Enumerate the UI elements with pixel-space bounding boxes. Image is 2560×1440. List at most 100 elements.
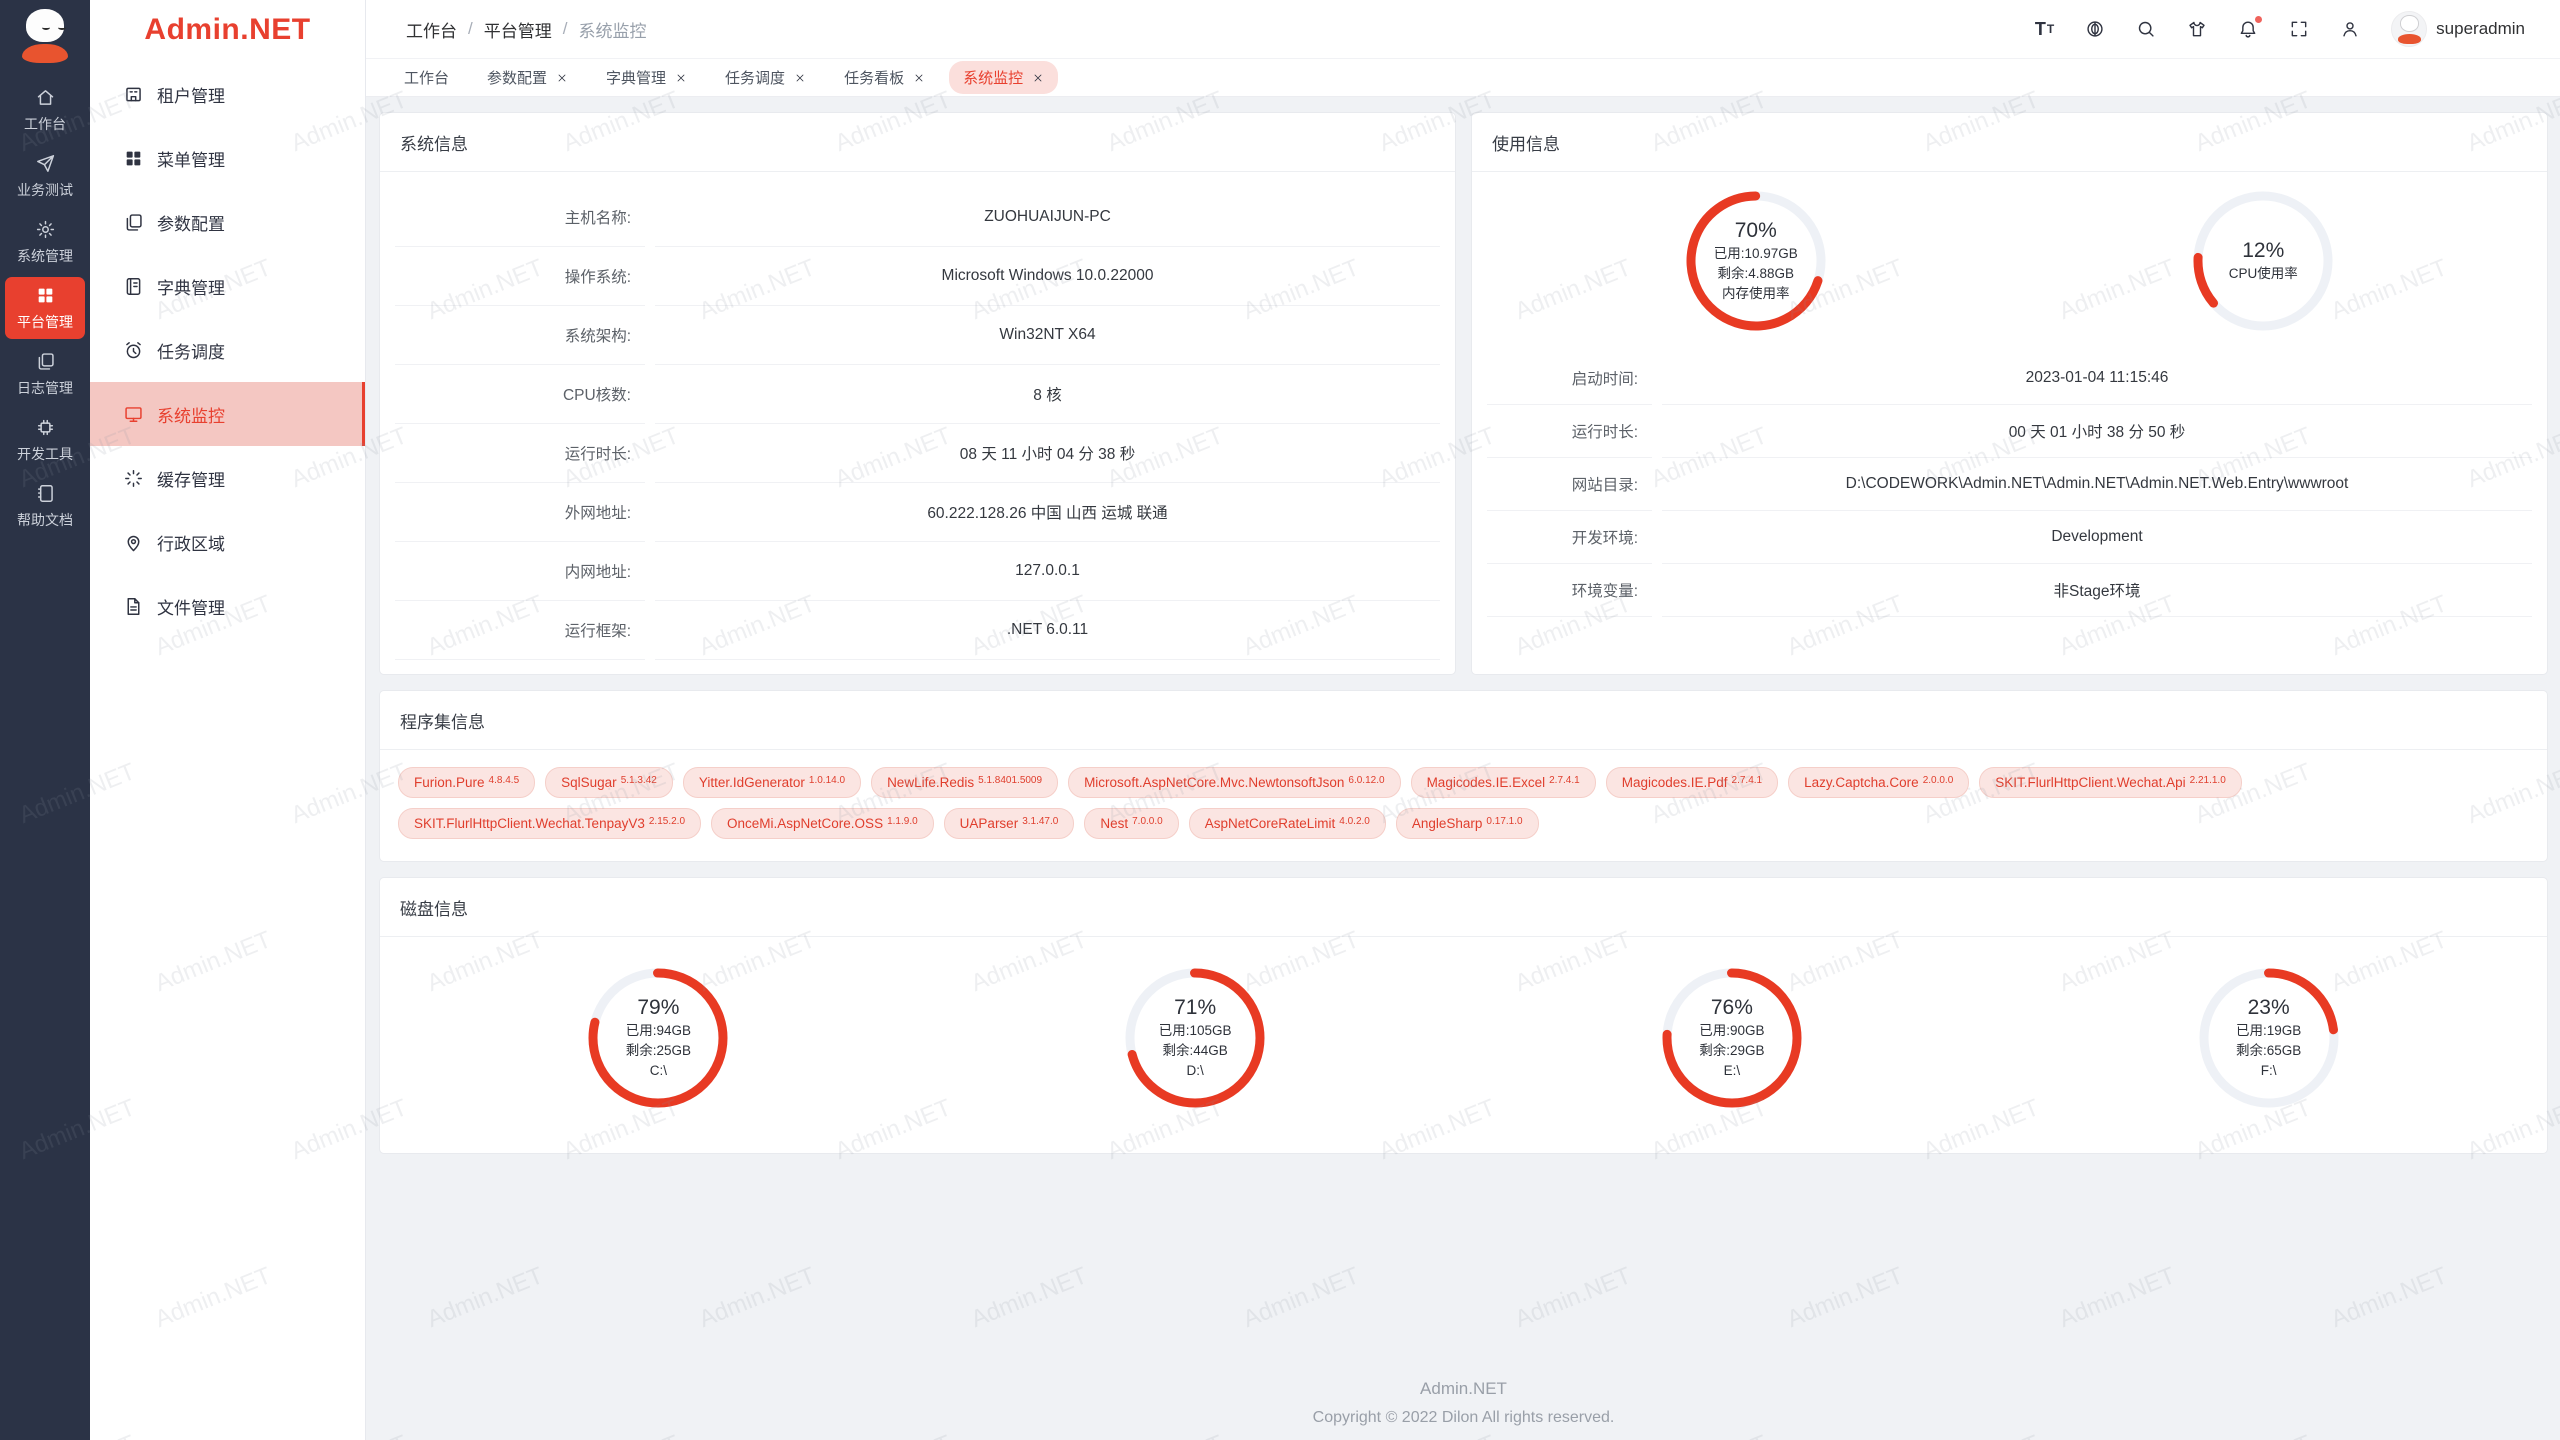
monitor-icon (125, 406, 142, 422)
search-icon[interactable] (2136, 19, 2156, 39)
info-label: 环境变量: (1487, 564, 1652, 617)
sidebar-item-menu-mgmt[interactable]: 菜单管理 (90, 126, 365, 190)
tab-5[interactable]: 任务看板 (830, 61, 939, 94)
breadcrumb-separator: / (562, 19, 568, 38)
package-name: Yitter.IdGenerator (698, 775, 805, 790)
tab-label: 字典管理 (606, 70, 667, 87)
fullscreen-icon[interactable] (2289, 19, 2309, 39)
sidebar-logo-text: Admin.NET (144, 13, 311, 46)
sidebar-item-system-monitor[interactable]: 系统监控 (90, 382, 365, 446)
content-area: 系统信息 主机名称: ZUOHUAIJUN-PC 操作系统: Microsoft Wi… (366, 97, 2560, 1440)
gauge-label: 已用:94GB (625, 1022, 692, 1038)
footer-app-name: Admin.NET (1420, 1379, 1507, 1398)
rail-item-workbench[interactable]: 工作台 (5, 79, 85, 141)
info-row: 系统架构: Win32NT X64 (395, 306, 1440, 365)
package-chip: Yitter.IdGenerator 1.0.14.0 (682, 767, 862, 798)
package-name: AspNetCoreRateLimit (1204, 816, 1336, 831)
package-version: 1.0.14.0 (808, 775, 846, 786)
rail-item-platform-mgmt[interactable]: 平台管理 (5, 277, 85, 339)
tab-3[interactable]: 字典管理 (592, 61, 701, 94)
avatar-body (2398, 34, 2422, 44)
package-chip: SKIT.FlurlHttpClient.Wechat.TenpayV3 2.15… (398, 808, 702, 839)
system-info-table: 主机名称: ZUOHUAIJUN-PC 操作系统: Microsoft Windows… (380, 172, 1455, 674)
sidebar-item-label: 行政区域 (157, 534, 225, 554)
gauge-ring (1686, 191, 1826, 331)
gauge-text: 79% 已用:94GB 剩余:25GB C:\ (583, 963, 733, 1113)
rail-item-system-mgmt[interactable]: 系统管理 (5, 211, 85, 273)
package-version: 4.8.4.5 (488, 775, 520, 786)
profile-icon[interactable] (2340, 19, 2360, 39)
tab-close-icon[interactable] (675, 72, 687, 84)
notification-bell-icon[interactable] (2238, 15, 2264, 39)
info-label: 操作系统: (395, 247, 645, 306)
sidebar-item-task-schedule[interactable]: 任务调度 (90, 318, 365, 382)
package-chip: OnceMi.AspNetCore.OSS 1.1.9.0 (711, 808, 934, 839)
sidebar-item-tenant-mgmt[interactable]: 租户管理 (90, 62, 365, 126)
sidebar-item-cache-mgmt[interactable]: 缓存管理 (90, 446, 365, 510)
rail-item-dev-tools[interactable]: 开发工具 (5, 409, 85, 471)
package-name: Microsoft.AspNetCore.Mvc.NewtonsoftJson (1084, 775, 1345, 790)
sidebar-item-label: 任务调度 (157, 342, 225, 362)
close-icon (796, 74, 804, 81)
gauge-label: 剩余:25GB (625, 1042, 692, 1058)
sidebar-item-file-mgmt[interactable]: 文件管理 (90, 574, 365, 638)
theme-shirt-icon[interactable] (2187, 19, 2207, 39)
rail-item-log-mgmt[interactable]: 日志管理 (5, 343, 85, 405)
file-icon (127, 597, 140, 615)
sidebar-item-label: 菜单管理 (157, 150, 225, 170)
tab-2[interactable]: 参数配置 (473, 61, 582, 94)
usage-gauges: 70% 已用:10.97GB 剩余:4.88GB 内存使用率 12% CPU使用率 (1472, 172, 2547, 336)
sidebar-item-label: 缓存管理 (157, 470, 225, 490)
sidebar-item-label: 文件管理 (157, 598, 225, 618)
sidebar-item-param-config[interactable]: 参数配置 (90, 190, 365, 254)
language-icon[interactable] (2085, 19, 2105, 39)
info-label: 运行时长: (395, 424, 645, 483)
info-row: 主机名称: ZUOHUAIJUN-PC (395, 188, 1440, 247)
sidebar-item-admin-region[interactable]: 行政区域 (90, 510, 365, 574)
info-value: Microsoft Windows 10.0.22000 (655, 247, 1440, 306)
tab-6[interactable]: 系统监控 (949, 61, 1059, 94)
system-info-card: 系统信息 主机名称: ZUOHUAIJUN-PC 操作系统: Microsoft Wi… (379, 112, 1456, 675)
tab-close-icon[interactable] (913, 72, 925, 84)
package-name: Magicodes.IE.Excel (1426, 775, 1546, 790)
grid-icon (38, 288, 52, 303)
gauge-label: 已用:90GB (1699, 1022, 1765, 1038)
rail-item-label: 日志管理 (17, 380, 73, 396)
package-version: 1.1.9.0 (887, 816, 918, 827)
rail-item-business-test[interactable]: 业务测试 (5, 145, 85, 207)
logo-avatar[interactable] (17, 7, 73, 65)
sidebar-item-label: 租户管理 (157, 86, 225, 106)
tab-1[interactable]: 工作台 (390, 61, 463, 94)
tab-close-icon[interactable] (1032, 72, 1044, 84)
breadcrumb: 工作台 / 平台管理 / 系统监控 (406, 17, 646, 42)
info-row: 运行时长: 08 天 11 小时 04 分 38 秒 (395, 424, 1440, 483)
logo-body (22, 44, 68, 63)
info-row: 环境变量: 非Stage环境 (1487, 564, 2532, 617)
gauge-label: D:\ (1186, 1063, 1204, 1079)
breadcrumb-item[interactable]: 工作台 (406, 21, 457, 41)
tab-close-icon[interactable] (794, 72, 806, 84)
rail-item-label: 业务测试 (17, 182, 73, 198)
breadcrumb-item[interactable]: 平台管理 (483, 21, 552, 41)
gauge-text: 70% 已用:10.97GB 剩余:4.88GB 内存使用率 (1681, 186, 1831, 336)
grid-icon (126, 151, 141, 165)
gauge-text: 76% 已用:90GB 剩余:29GB E:\ (1657, 963, 1807, 1113)
bank-icon (126, 87, 141, 101)
disk-gauges: 79% 已用:94GB 剩余:25GB C:\ 71% 已用:105GB 剩余:44GB D:… (380, 937, 2547, 1153)
info-row: 外网地址: 60.222.128.26 中国 山西 运城 联通 (395, 483, 1440, 542)
tab-label: 系统监控 (963, 70, 1024, 87)
info-label: 主机名称: (395, 188, 645, 247)
gauge-drive-e: 76% 已用:90GB 剩余:29GB E:\ (1657, 963, 1807, 1113)
sidebar-item-dict-mgmt[interactable]: 字典管理 (90, 254, 365, 318)
tab-close-icon[interactable] (556, 72, 568, 84)
user-menu[interactable]: superadmin (2391, 11, 2534, 47)
rail-item-help-docs[interactable]: 帮助文档 (5, 475, 85, 537)
tab-label: 任务看板 (844, 70, 905, 87)
copy-icon (126, 213, 142, 231)
tab-4[interactable]: 任务调度 (711, 61, 820, 94)
info-row: 内网地址: 127.0.0.1 (395, 542, 1440, 601)
usage-info-table: 启动时间: 2023-01-04 11:15:46 运行时长: 00 天 01 小时 … (1472, 336, 2547, 631)
